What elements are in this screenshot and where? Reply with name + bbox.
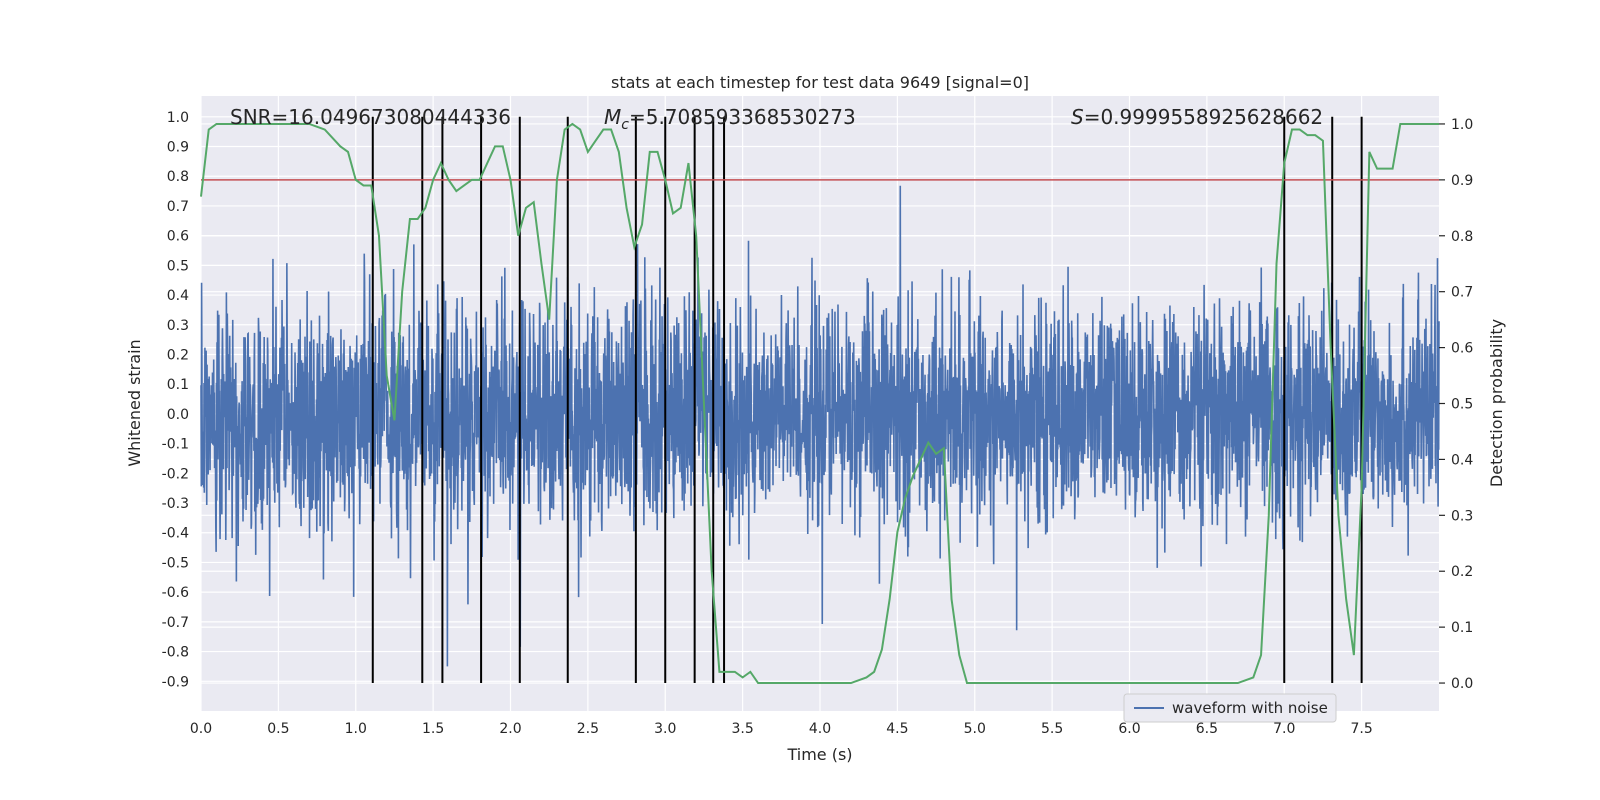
legend: waveform with noise [1123, 693, 1337, 723]
x-tick-label: 3.5 [731, 721, 753, 737]
y-left-tick-label: -0.1 [162, 437, 189, 453]
y-left-tick-label: 1.0 [167, 110, 189, 126]
probability-path [200, 122, 1439, 685]
y-left-tick-label: -0.9 [162, 674, 189, 690]
y-left-tick-label: 0.5 [167, 258, 189, 274]
y-right-axis-label: Detection probability [1487, 319, 1506, 487]
y-right-tick-label: 0.4 [1451, 452, 1473, 468]
x-tick-label: 1.5 [422, 721, 444, 737]
y-right-tick-label: 0.6 [1451, 341, 1473, 357]
y-left-tick-label: 0.4 [167, 288, 189, 304]
y-left-tick-label: -0.7 [162, 615, 189, 631]
legend-box [1123, 693, 1337, 723]
chart-title: stats at each timestep for test data 964… [611, 73, 1029, 92]
snr-annotation: SNR=16.049673080444336 [230, 105, 511, 129]
probability-series [200, 122, 1439, 685]
x-tick-label: 5.0 [964, 721, 986, 737]
y-right-tick-label: 0.9 [1451, 173, 1473, 189]
y-left-tick-label: 0.2 [167, 347, 189, 363]
mc-symbol: M [604, 105, 621, 129]
y-left-tick-label: 0.8 [167, 169, 189, 185]
y-left-tick-label: 0.1 [167, 377, 189, 393]
y-left-tick-label: -0.5 [162, 555, 189, 571]
x-tick-label: 2.5 [577, 721, 599, 737]
x-tick-label: 4.0 [809, 721, 831, 737]
y-left-tick-label: 0.9 [167, 140, 189, 156]
x-tick-label: 3.0 [654, 721, 676, 737]
x-tick-label: 0.0 [190, 721, 212, 737]
y-right-tick-label: 0.7 [1451, 285, 1473, 301]
x-tick-label: 1.0 [345, 721, 367, 737]
s-symbol: S [1071, 105, 1084, 129]
y-left-tick-label: -0.4 [162, 526, 189, 542]
y-right-tick-label: 0.5 [1451, 397, 1473, 413]
y-right-axis-ticks: 1.0 0.9 0.8 0.7 0.6 0.5 0.4 0.3 0.2 0.1 0.0 [1439, 117, 1473, 692]
x-tick-label: 7.0 [1273, 721, 1295, 737]
s-annotation: S=0.9999558925628662 [1071, 105, 1323, 129]
x-tick-label: 6.5 [1196, 721, 1218, 737]
x-tick-label: 6.0 [1118, 721, 1140, 737]
y-right-tick-label: 0.3 [1451, 508, 1473, 524]
y-left-tick-label: 0.3 [167, 318, 189, 334]
y-right-tick-label: 1.0 [1451, 117, 1473, 133]
mc-annotation: Mc=5.708593368530273 [604, 105, 856, 133]
y-left-tick-label: -0.6 [162, 585, 189, 601]
x-tick-label: 4.5 [886, 721, 908, 737]
x-axis-label: Time (s) [786, 745, 852, 764]
y-left-tick-label: -0.2 [162, 466, 189, 482]
y-right-tick-label: 0.2 [1451, 564, 1473, 580]
x-tick-label: 0.5 [267, 721, 289, 737]
y-right-tick-label: 0.8 [1451, 229, 1473, 245]
x-tick-label: 7.5 [1350, 721, 1372, 737]
mc-value: =5.708593368530273 [629, 105, 856, 129]
y-left-tick-label: -0.3 [162, 496, 189, 512]
s-value: =0.9999558925628662 [1084, 105, 1323, 129]
y-left-tick-label: -0.8 [162, 645, 189, 661]
y-right-tick-label: 0.1 [1451, 620, 1473, 636]
mc-subscript: c [621, 117, 629, 133]
x-axis-ticks: 0.0 0.5 1.0 1.5 2.0 2.5 3.0 3.5 4.0 4.5 5.0 5.5 6.0 6… [190, 721, 1373, 737]
y-left-tick-label: 0.0 [167, 407, 189, 423]
x-tick-label: 2.0 [499, 721, 521, 737]
y-left-tick-label: 0.6 [167, 229, 189, 245]
y-left-tick-label: 0.7 [167, 199, 189, 215]
y-left-axis-ticks: 1.0 0.9 0.8 0.7 0.6 0.5 0.4 0.3 0.2 0.1 0.0 -0.1 -0.… [162, 110, 189, 690]
y-left-axis-label: Whitened strain [125, 339, 144, 466]
y-right-tick-label: 0.0 [1451, 676, 1473, 692]
waveform-series [200, 185, 1440, 667]
x-tick-label: 5.5 [1041, 721, 1063, 737]
legend-label: waveform with noise [1172, 699, 1328, 717]
waveform-path [200, 185, 1440, 667]
